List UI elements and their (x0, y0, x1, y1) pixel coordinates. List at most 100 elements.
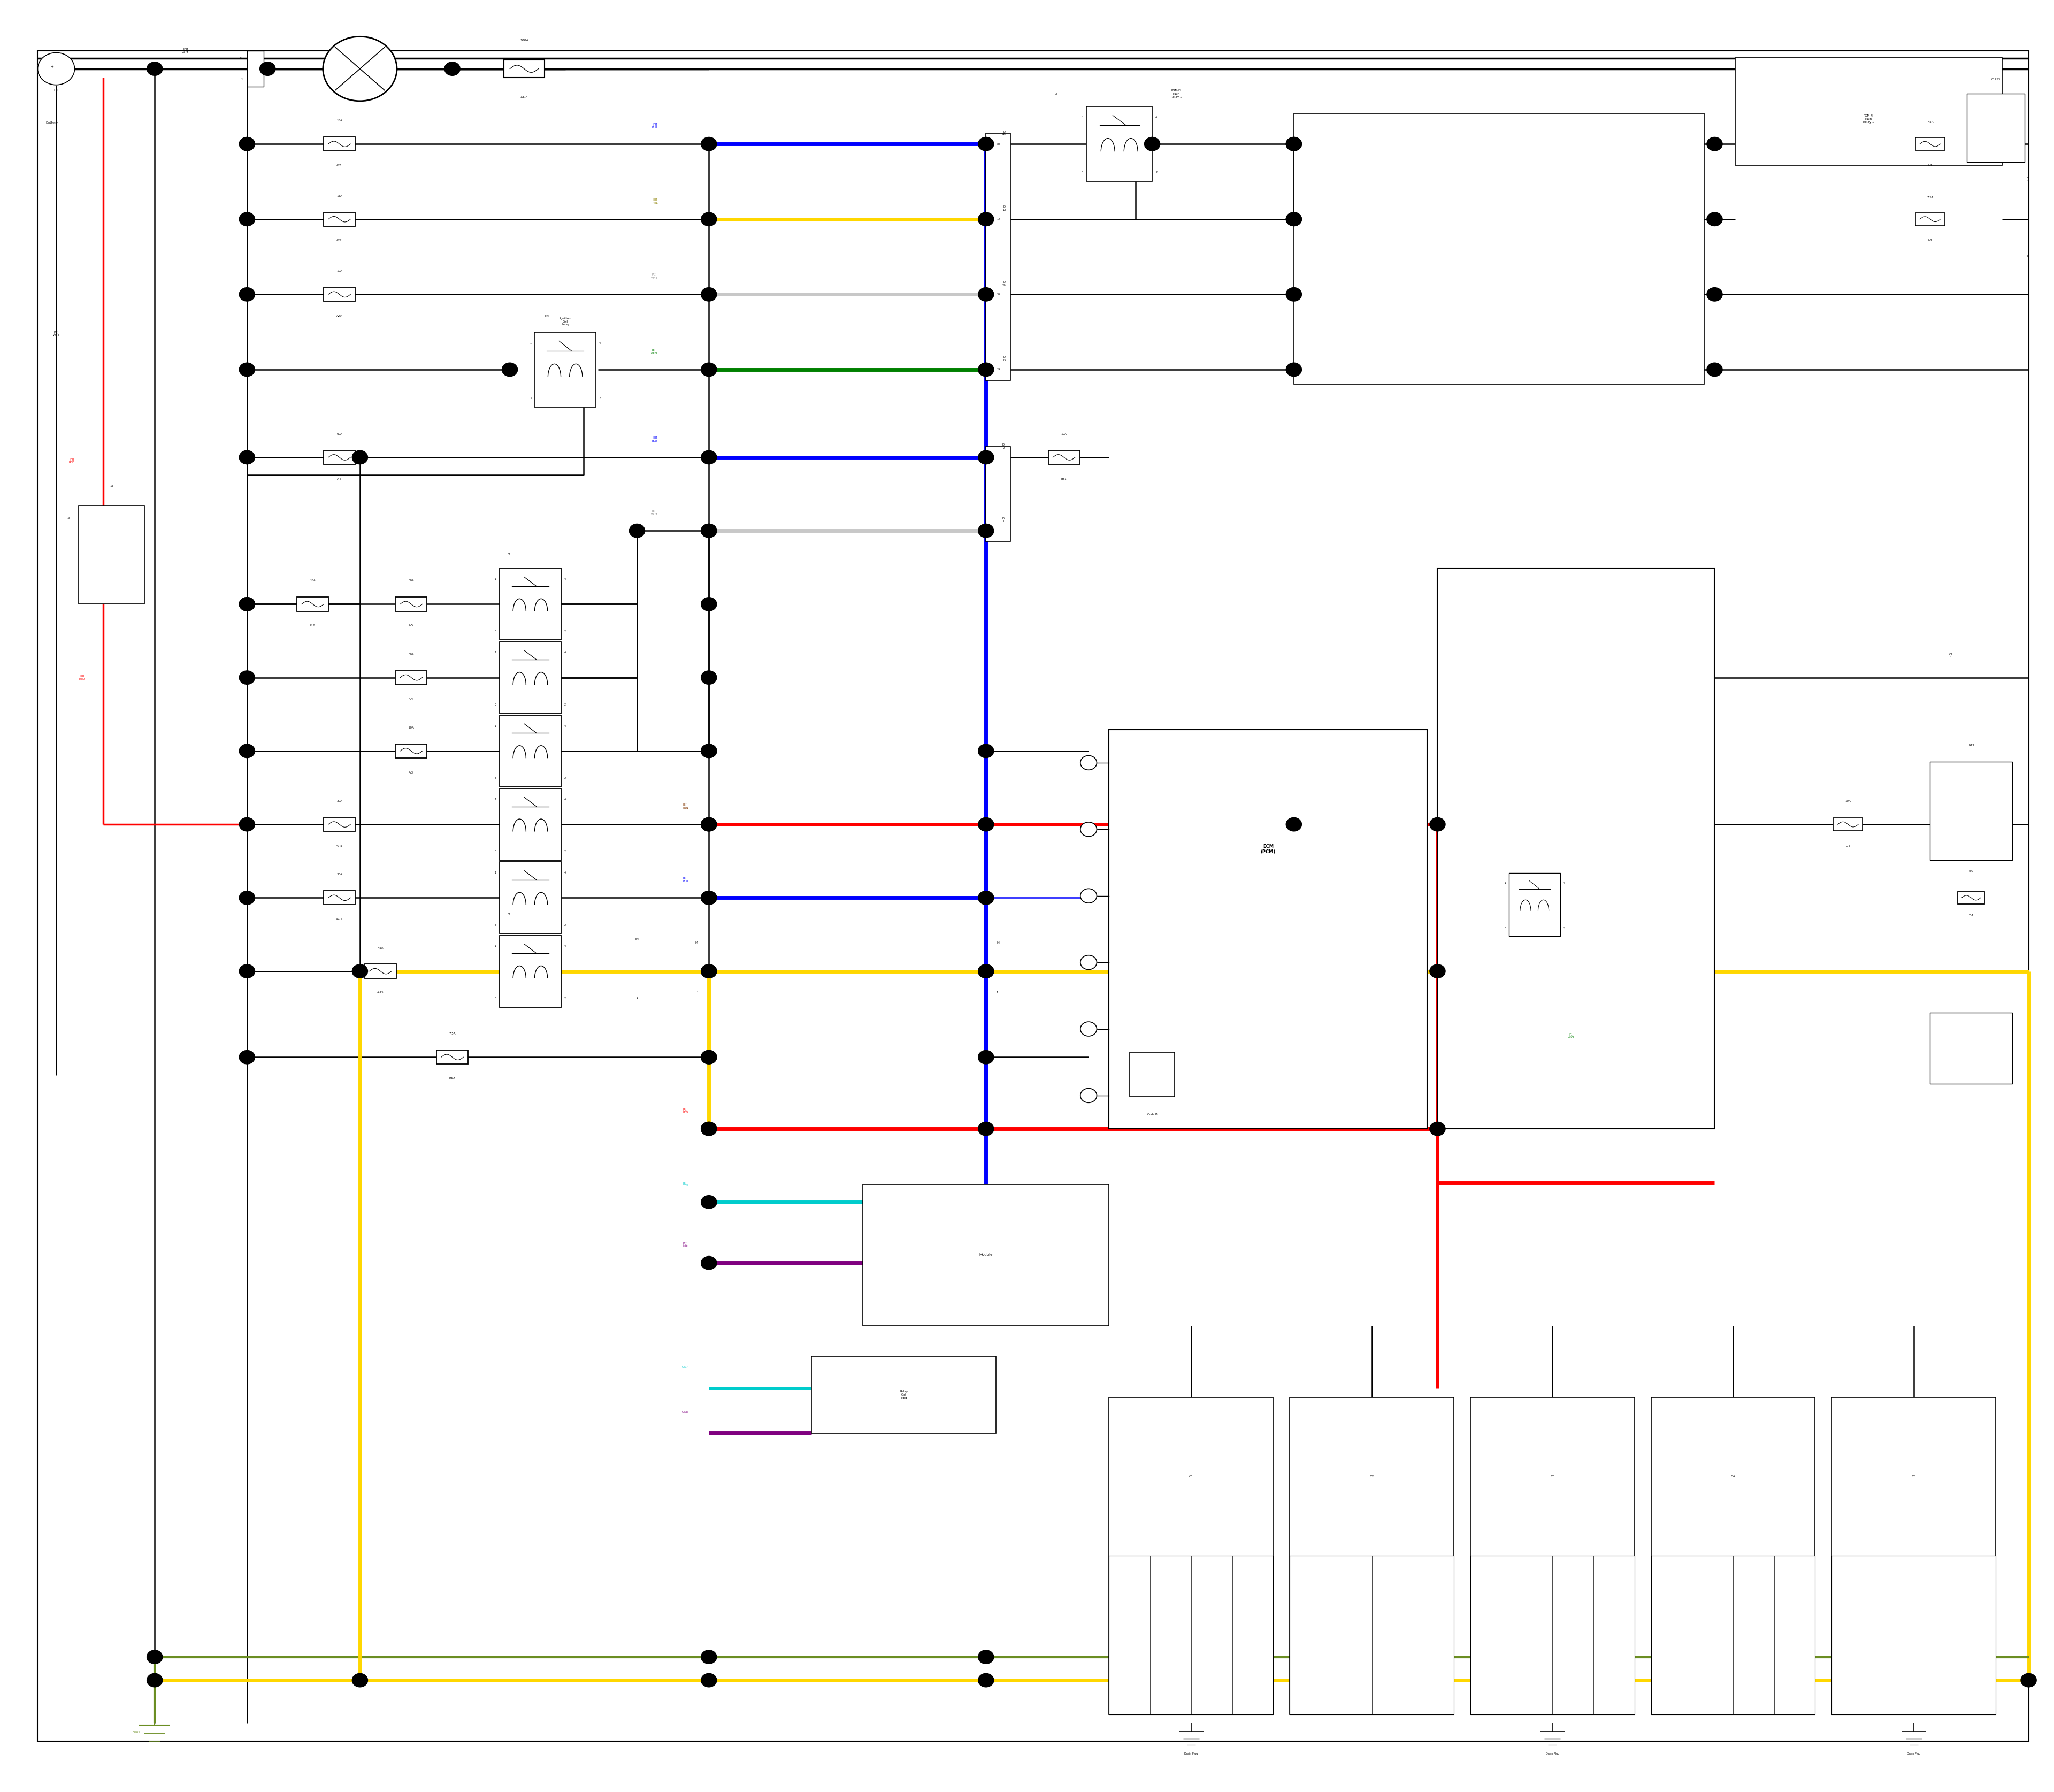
Bar (1109, 1555, 1273, 1715)
Text: 12: 12 (996, 219, 1000, 220)
Circle shape (1707, 362, 1723, 376)
Text: C3: C3 (1551, 1475, 1555, 1478)
Bar (1109, 1398, 1273, 1715)
Circle shape (700, 1050, 717, 1064)
Text: 10A: 10A (1844, 799, 1851, 803)
Text: 7.5A: 7.5A (450, 1032, 456, 1036)
Text: Relay
Ctrl
Mod: Relay Ctrl Mod (900, 1391, 908, 1400)
Text: [EJ]
BRN: [EJ] BRN (682, 803, 688, 810)
Circle shape (322, 36, 396, 100)
Circle shape (978, 1050, 994, 1064)
Text: A2-1: A2-1 (337, 918, 343, 921)
Bar (325, 287, 355, 301)
Text: D
1: D 1 (1002, 518, 1004, 523)
Circle shape (978, 817, 994, 831)
Text: [EJ]
YEL: [EJ] YEL (653, 199, 657, 204)
Circle shape (1286, 362, 1302, 376)
Circle shape (351, 1674, 368, 1686)
Circle shape (978, 523, 994, 538)
Text: A-1: A-1 (1927, 165, 1933, 167)
Bar (438, 1050, 468, 1064)
Text: B4: B4 (635, 937, 639, 941)
Circle shape (700, 744, 717, 758)
Circle shape (238, 597, 255, 611)
Text: 19: 19 (996, 367, 1000, 371)
Bar (499, 935, 561, 1007)
Text: A-4: A-4 (409, 697, 413, 701)
Text: 30A: 30A (409, 652, 415, 656)
Circle shape (700, 138, 717, 151)
Circle shape (148, 1650, 162, 1663)
Text: [EJ]
RED: [EJ] RED (68, 459, 74, 464)
Text: C1253: C1253 (1990, 79, 2001, 81)
Text: B4-1: B4-1 (450, 1077, 456, 1081)
Text: 80: 80 (996, 143, 1000, 145)
Text: D
80: D 80 (1002, 131, 1006, 136)
Text: 30A: 30A (337, 873, 343, 876)
Text: B31: B31 (1062, 477, 1066, 480)
Text: D
26: D 26 (1002, 281, 1006, 287)
Text: 15A: 15A (337, 120, 343, 122)
Text: [EJ]
BLU: [EJ] BLU (651, 437, 657, 443)
Bar (1290, 1555, 1454, 1715)
Bar (499, 715, 561, 787)
Bar (1916, 138, 1945, 151)
Text: [EJ]
BLU: [EJ] BLU (682, 876, 688, 883)
Bar (325, 450, 355, 464)
Text: 15A: 15A (337, 195, 343, 197)
Circle shape (700, 817, 717, 831)
Circle shape (978, 138, 994, 151)
Text: C2: C2 (1370, 1475, 1374, 1478)
Text: ECM
(PCM): ECM (PCM) (1261, 844, 1276, 855)
Circle shape (1707, 287, 1723, 301)
Bar (325, 817, 355, 831)
Bar (1931, 762, 2013, 860)
Text: A-3: A-3 (409, 771, 413, 774)
Bar (1916, 213, 1945, 226)
Bar (1832, 1555, 1996, 1715)
Text: B4: B4 (996, 941, 1000, 944)
Bar (325, 136, 355, 151)
Circle shape (700, 817, 717, 831)
Bar (499, 862, 561, 934)
Circle shape (978, 964, 994, 978)
Text: (+): (+) (53, 90, 60, 91)
Circle shape (238, 287, 255, 301)
Text: [EJ]
GRN: [EJ] GRN (1567, 1032, 1573, 1039)
Bar (366, 964, 396, 978)
Circle shape (1430, 964, 1446, 978)
Circle shape (148, 63, 162, 75)
Circle shape (700, 964, 717, 978)
Text: 10A: 10A (1062, 432, 1066, 435)
Text: 30A: 30A (409, 579, 415, 582)
Circle shape (978, 1650, 994, 1663)
Text: M4: M4 (544, 315, 548, 317)
Text: PGM-FI
Main
Relay 1: PGM-FI Main Relay 1 (1863, 115, 1873, 124)
Circle shape (238, 213, 255, 226)
Circle shape (1286, 287, 1302, 301)
Bar (986, 133, 1011, 380)
Circle shape (700, 1195, 717, 1210)
Circle shape (238, 138, 255, 151)
Bar (246, 50, 263, 86)
Text: 10A: 10A (337, 271, 343, 272)
Circle shape (700, 1122, 717, 1136)
Text: C-5: C-5 (1847, 844, 1851, 848)
Text: [EJ]
GRN: [EJ] GRN (651, 349, 657, 355)
Text: B4: B4 (694, 941, 698, 944)
Circle shape (148, 1674, 162, 1686)
Circle shape (700, 287, 717, 301)
Circle shape (238, 362, 255, 376)
Circle shape (1286, 138, 1302, 151)
Circle shape (1707, 213, 1723, 226)
Text: [EJ]
WHT: [EJ] WHT (651, 274, 657, 280)
Text: PGM-FI
Main
Relay 1: PGM-FI Main Relay 1 (1171, 90, 1181, 99)
Text: Drain Plug: Drain Plug (1185, 1753, 1197, 1754)
Circle shape (238, 1050, 255, 1064)
Circle shape (700, 597, 717, 611)
Circle shape (1286, 213, 1302, 226)
Text: [EJ]
RED: [EJ] RED (78, 674, 84, 681)
Text: [EI]
WHT: [EI] WHT (183, 48, 189, 54)
Circle shape (700, 1122, 717, 1136)
Bar (1048, 450, 1080, 464)
